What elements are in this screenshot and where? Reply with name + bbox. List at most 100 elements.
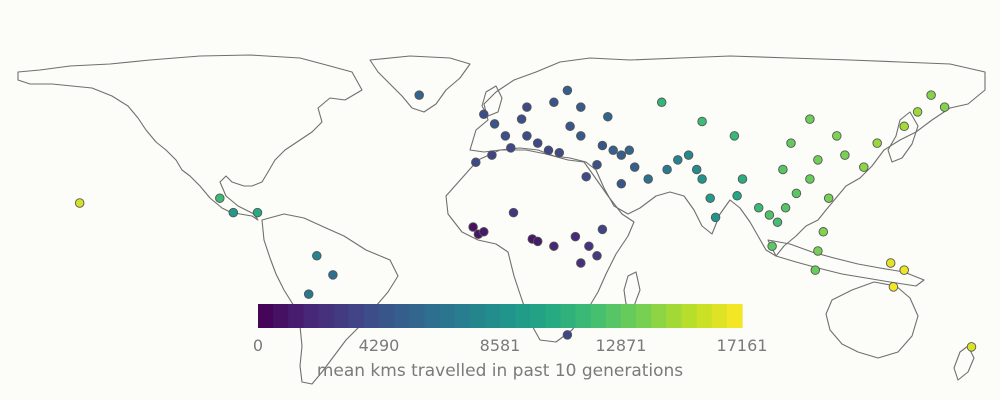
colorbar-cell <box>726 304 743 328</box>
colorbar-cell <box>515 304 531 328</box>
data-point <box>872 138 882 148</box>
data-point <box>966 342 977 352</box>
africa-outline <box>445 149 635 343</box>
data-point <box>753 203 764 213</box>
data-point <box>489 119 500 129</box>
data-point <box>565 121 575 132</box>
data-point <box>592 159 602 170</box>
data-point <box>805 174 815 184</box>
data-point <box>818 227 829 237</box>
colorbar-title: mean kms travelled in past 10 generation… <box>317 361 683 381</box>
data-point <box>479 227 489 237</box>
data-point <box>832 131 842 141</box>
north-america-outline <box>17 54 363 221</box>
data-point <box>303 289 314 299</box>
data-point <box>823 193 834 203</box>
data-point <box>471 157 481 168</box>
data-point <box>673 155 683 165</box>
data-point <box>506 143 516 153</box>
indonesia-outline <box>767 239 925 287</box>
colorbar-cell <box>530 304 546 328</box>
data-point <box>228 207 239 218</box>
data-point <box>691 164 702 175</box>
data-point <box>786 138 796 148</box>
data-point <box>479 109 489 120</box>
colorbar-cell <box>363 304 380 328</box>
data-point <box>939 102 950 112</box>
data-point <box>549 97 559 108</box>
data-point <box>616 150 627 160</box>
data-point <box>764 210 775 220</box>
data-point <box>767 241 777 251</box>
colorbar-cell <box>258 304 274 328</box>
data-point <box>608 145 618 156</box>
data-point <box>562 85 573 96</box>
eurasia-outline <box>469 55 986 257</box>
data-point <box>697 116 707 127</box>
colorbar-cell <box>696 304 713 328</box>
colorbar-cell <box>681 304 698 328</box>
data-point <box>859 162 869 172</box>
coastlines <box>17 54 986 385</box>
data-point <box>252 207 263 218</box>
colorbar-tick-1: 4290 <box>359 336 400 355</box>
colorbar-cell <box>484 304 501 328</box>
data-point <box>710 212 721 223</box>
uk-outline <box>481 85 503 117</box>
data-point <box>624 145 635 156</box>
colorbar-cell <box>439 304 456 328</box>
data-point <box>532 138 543 148</box>
data-point <box>592 251 602 261</box>
data-point <box>468 222 478 232</box>
data-point <box>616 179 627 189</box>
data-point <box>597 224 608 235</box>
data-point <box>840 150 850 160</box>
colorbar-tick-2: 8581 <box>480 336 521 355</box>
data-point <box>570 231 581 242</box>
data-point <box>813 246 823 256</box>
data-point <box>791 188 802 199</box>
data-point <box>576 258 586 268</box>
data-point <box>912 107 923 117</box>
data-point <box>813 155 823 165</box>
data-point <box>543 145 554 156</box>
data-point <box>926 90 936 100</box>
data-point <box>554 147 565 158</box>
data-point <box>805 114 815 124</box>
data-point <box>772 217 783 227</box>
colorbar-cell <box>454 304 471 328</box>
colorbar-cell <box>318 304 335 328</box>
colorbar-cell <box>394 304 410 328</box>
japan-outline <box>887 111 919 163</box>
data-point <box>885 258 896 268</box>
data-point <box>899 265 909 275</box>
greenland-outline <box>369 55 471 113</box>
data-point <box>778 164 788 175</box>
data-point <box>576 102 586 112</box>
data-point <box>780 203 791 213</box>
data-point <box>414 90 424 100</box>
data-point <box>597 140 608 151</box>
data-point <box>328 270 338 280</box>
data-point <box>584 241 594 251</box>
colorbar-cell <box>545 304 562 328</box>
data-point <box>522 131 532 141</box>
data-point <box>581 171 591 182</box>
south-america-outline <box>261 213 399 385</box>
data-point <box>683 150 694 160</box>
data-point <box>215 193 225 203</box>
data-point <box>74 198 85 208</box>
data-point <box>662 164 672 175</box>
colorbar-cell <box>333 304 350 328</box>
colorbar-tick-4: 17161 <box>717 336 768 355</box>
data-point <box>810 265 821 275</box>
madagascar-outline <box>623 271 641 307</box>
data-point <box>549 241 559 251</box>
colorbar: 0 4290 8581 12871 17161 mean kms travell… <box>253 304 768 381</box>
data-point <box>656 97 667 108</box>
data-point <box>729 131 740 141</box>
colorbar-cell <box>666 304 683 328</box>
colorbar-cell <box>651 304 667 328</box>
australia-outline <box>825 281 919 359</box>
